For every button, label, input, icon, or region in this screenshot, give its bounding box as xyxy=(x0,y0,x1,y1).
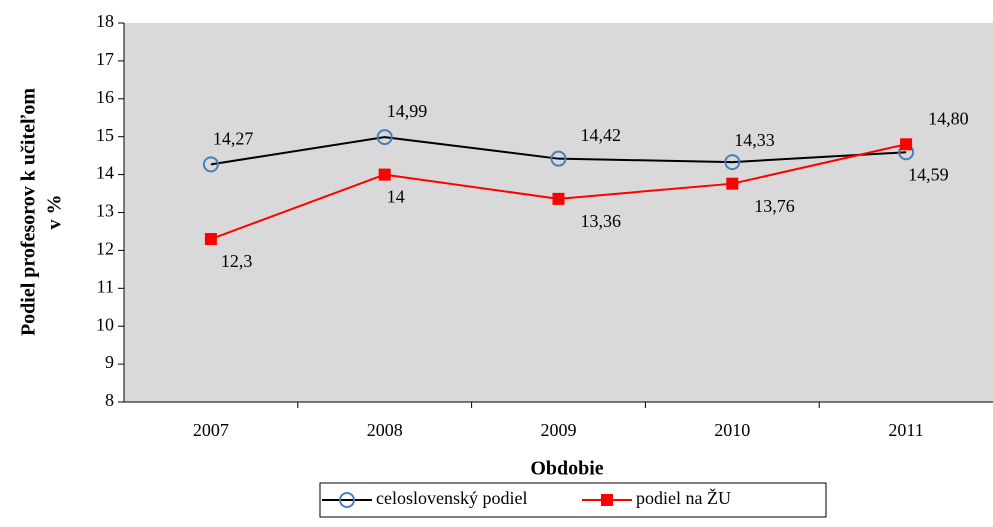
point xyxy=(726,177,739,190)
point xyxy=(376,129,393,146)
y-tick-label: 9 xyxy=(105,352,114,372)
data-label: 14,42 xyxy=(581,125,622,145)
point xyxy=(724,154,741,171)
x-tick-label: 2009 xyxy=(541,420,577,440)
point xyxy=(204,233,217,246)
plot-area xyxy=(124,23,993,402)
x-axis-title: Obdobie xyxy=(530,458,603,480)
y-tick-label: 8 xyxy=(105,390,114,410)
data-label: 14,33 xyxy=(734,130,775,150)
data-label: 13,36 xyxy=(581,211,622,231)
data-label: 14,80 xyxy=(928,108,969,128)
x-tick-label: 2008 xyxy=(367,420,403,440)
y-tick-label: 16 xyxy=(96,87,114,107)
data-label: 14,27 xyxy=(213,128,254,148)
y-tick-label: 10 xyxy=(96,314,114,334)
legend-label: podiel na ŽU xyxy=(636,487,731,508)
y-tick-label: 12 xyxy=(96,239,114,259)
data-label: 13,76 xyxy=(754,196,795,216)
point xyxy=(552,192,565,205)
point xyxy=(202,156,219,173)
point xyxy=(601,494,613,506)
y-tick-label: 14 xyxy=(96,163,114,183)
point xyxy=(378,168,391,181)
y-axis-title: Podiel profesorov k učiteľom v % xyxy=(18,88,66,336)
y-axis-title-line: Podiel profesorov k učiteľom xyxy=(18,88,40,336)
data-label: 12,3 xyxy=(221,251,253,271)
x-tick-label: 2010 xyxy=(714,420,750,440)
point xyxy=(900,138,913,151)
y-tick-label: 18 xyxy=(96,11,114,31)
legend-box xyxy=(319,482,827,518)
data-label: 14,59 xyxy=(908,164,949,184)
series-line xyxy=(210,136,907,166)
y-tick-label: 11 xyxy=(97,276,114,296)
y-tick-label: 13 xyxy=(96,201,114,221)
point xyxy=(550,150,567,167)
point xyxy=(339,492,355,508)
legend-label: celoslovenský podiel xyxy=(376,488,527,508)
y-tick-label: 17 xyxy=(96,49,114,69)
y-axis-title-line: v % xyxy=(44,195,66,230)
x-tick-label: 2007 xyxy=(193,420,229,440)
data-label: 14,99 xyxy=(387,101,428,121)
data-label: 14 xyxy=(387,187,405,207)
x-tick-label: 2011 xyxy=(888,420,923,440)
y-tick-label: 15 xyxy=(96,125,114,145)
